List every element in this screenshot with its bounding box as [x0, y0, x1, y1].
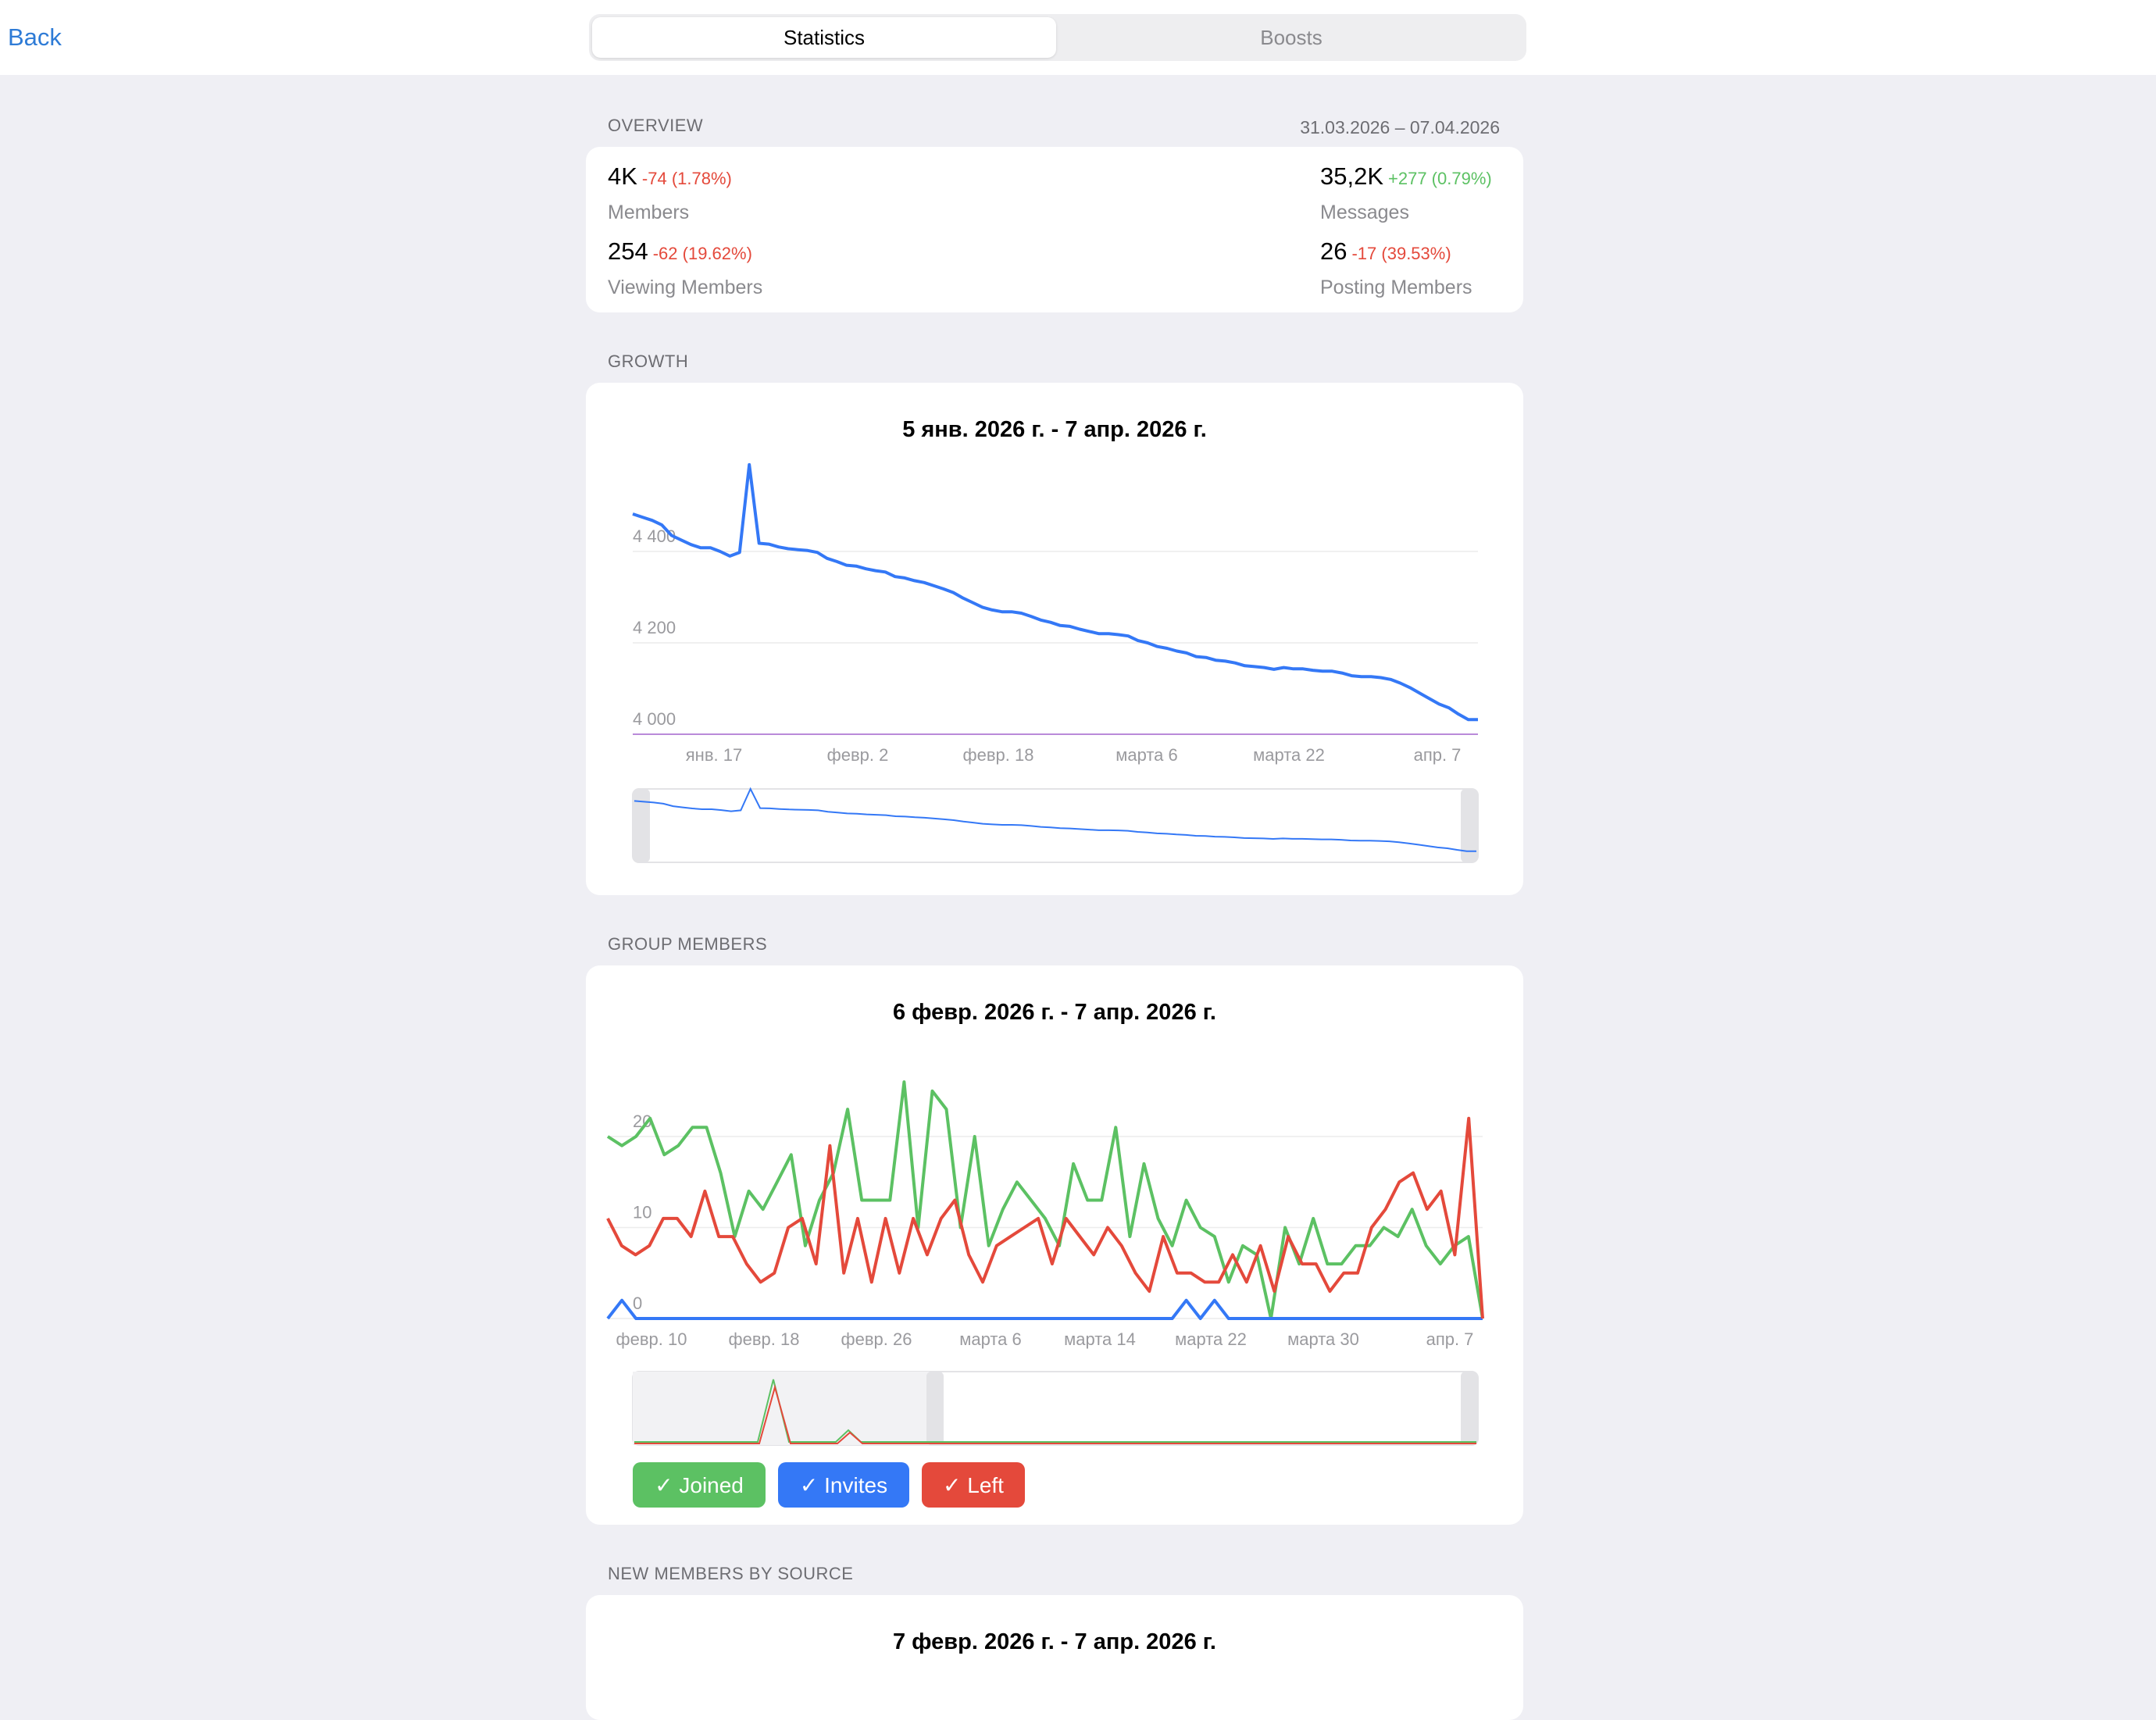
x-tick-label: февр. 10	[616, 1329, 687, 1349]
x-tick-label: марта 6	[959, 1329, 1022, 1349]
metric-delta: -74 (1.78%)	[641, 169, 732, 188]
left-series-line	[606, 1116, 1484, 1319]
new-members-chart-title: 7 февр. 2026 г. - 7 апр. 2026 г.	[892, 1629, 1216, 1654]
x-tick-label: марта 22	[1175, 1329, 1247, 1349]
group-members-header: GROUP MEMBERS	[608, 934, 768, 954]
y-tick-label: 10	[633, 1203, 651, 1222]
x-tick-label: янв. 17	[686, 745, 742, 765]
metric-members: 4K -74 (1.78%) Members	[608, 162, 732, 224]
metric-label: Messages	[1320, 202, 1409, 223]
growth-card: 5 янв. 2026 г. - 7 апр. 2026 г. 4 000 4 2…	[586, 383, 1523, 895]
tab-statistics[interactable]: Statistics	[592, 17, 1056, 58]
growth-header: GROWTH	[608, 351, 689, 371]
segmented-control: Statistics Boosts	[589, 14, 1526, 61]
metric-delta: -62 (19.62%)	[652, 244, 752, 263]
metric-label: Viewing Members	[608, 277, 763, 298]
top-nav-bar: Back Statistics Boosts	[0, 0, 2156, 75]
y-tick-label: 4 200	[633, 618, 676, 637]
x-tick-label: февр. 26	[841, 1329, 912, 1349]
growth-chart: 4 000 4 200 4 400 янв. 17 февр. 2 февр. 18 мар…	[632, 462, 1479, 863]
x-tick-label: марта 14	[1064, 1329, 1136, 1349]
legend-invites-toggle[interactable]: ✓ Invites	[778, 1462, 909, 1508]
new-members-header: NEW MEMBERS BY SOURCE	[608, 1564, 854, 1583]
range-navigator	[632, 788, 1479, 863]
navigator-left-handle	[633, 789, 650, 862]
x-tick-label: апр. 7	[1414, 745, 1462, 765]
x-tick-label: марта 22	[1253, 745, 1325, 765]
group-members-chart-title: 6 февр. 2026 г. - 7 апр. 2026 г.	[892, 1000, 1216, 1025]
navigator-mini-left	[634, 1384, 1476, 1444]
y-tick-label: 4 000	[633, 709, 676, 729]
invites-series-line	[606, 1298, 1483, 1320]
legend-joined-toggle[interactable]: ✓ Joined	[633, 1462, 766, 1508]
metric-value: 254	[608, 237, 648, 265]
group-members-card: 6 февр. 2026 г. - 7 апр. 2026 г. 0 10 20 фе…	[586, 965, 1523, 1525]
growth-chart-title: 5 янв. 2026 г. - 7 апр. 2026 г.	[902, 417, 1207, 442]
tab-boosts[interactable]: Boosts	[1260, 25, 1323, 49]
overview-header: OVERVIEW	[608, 116, 704, 135]
joined-series-line	[606, 1080, 1484, 1320]
back-button[interactable]: Back	[8, 23, 62, 51]
metric-viewing-members: 254 -62 (19.62%) Viewing Members	[608, 237, 762, 299]
overview-card: 4K -74 (1.78%) Members 35,2K +277 (0.79%) …	[586, 147, 1523, 312]
x-tick-label: марта 6	[1115, 745, 1178, 765]
navigator-left-handle	[926, 1372, 944, 1445]
new-members-card: 7 февр. 2026 г. - 7 апр. 2026 г.	[586, 1595, 1523, 1720]
metric-value: 26	[1320, 237, 1348, 265]
metric-value: 4K	[608, 162, 637, 190]
x-tick-label: февр. 18	[963, 745, 1034, 765]
growth-series-line	[632, 462, 1478, 722]
metric-delta: +277 (0.79%)	[1388, 169, 1492, 188]
metric-posting-members: 26 -17 (39.53%) Posting Members	[1320, 237, 1472, 299]
navigator-right-handle	[1461, 789, 1478, 862]
x-tick-label: февр. 18	[729, 1329, 800, 1349]
x-tick-label: февр. 2	[827, 745, 889, 765]
legend-left-toggle[interactable]: ✓ Left	[922, 1462, 1025, 1508]
metric-label: Members	[608, 202, 690, 223]
metric-value: 35,2K	[1320, 162, 1384, 190]
y-tick-label: 4 400	[633, 526, 676, 546]
x-tick-label: марта 30	[1287, 1329, 1359, 1349]
metric-delta: -17 (39.53%)	[1351, 244, 1451, 263]
overview-date-range: 31.03.2026 – 07.04.2026	[1300, 117, 1500, 137]
y-tick-label: 0	[633, 1294, 642, 1313]
metric-messages: 35,2K +277 (0.79%) Messages	[1320, 162, 1492, 224]
x-tick-label: апр. 7	[1426, 1329, 1474, 1349]
metric-label: Posting Members	[1320, 277, 1472, 298]
navigator-mini-line	[634, 787, 1476, 852]
navigator-right-handle	[1461, 1372, 1478, 1445]
